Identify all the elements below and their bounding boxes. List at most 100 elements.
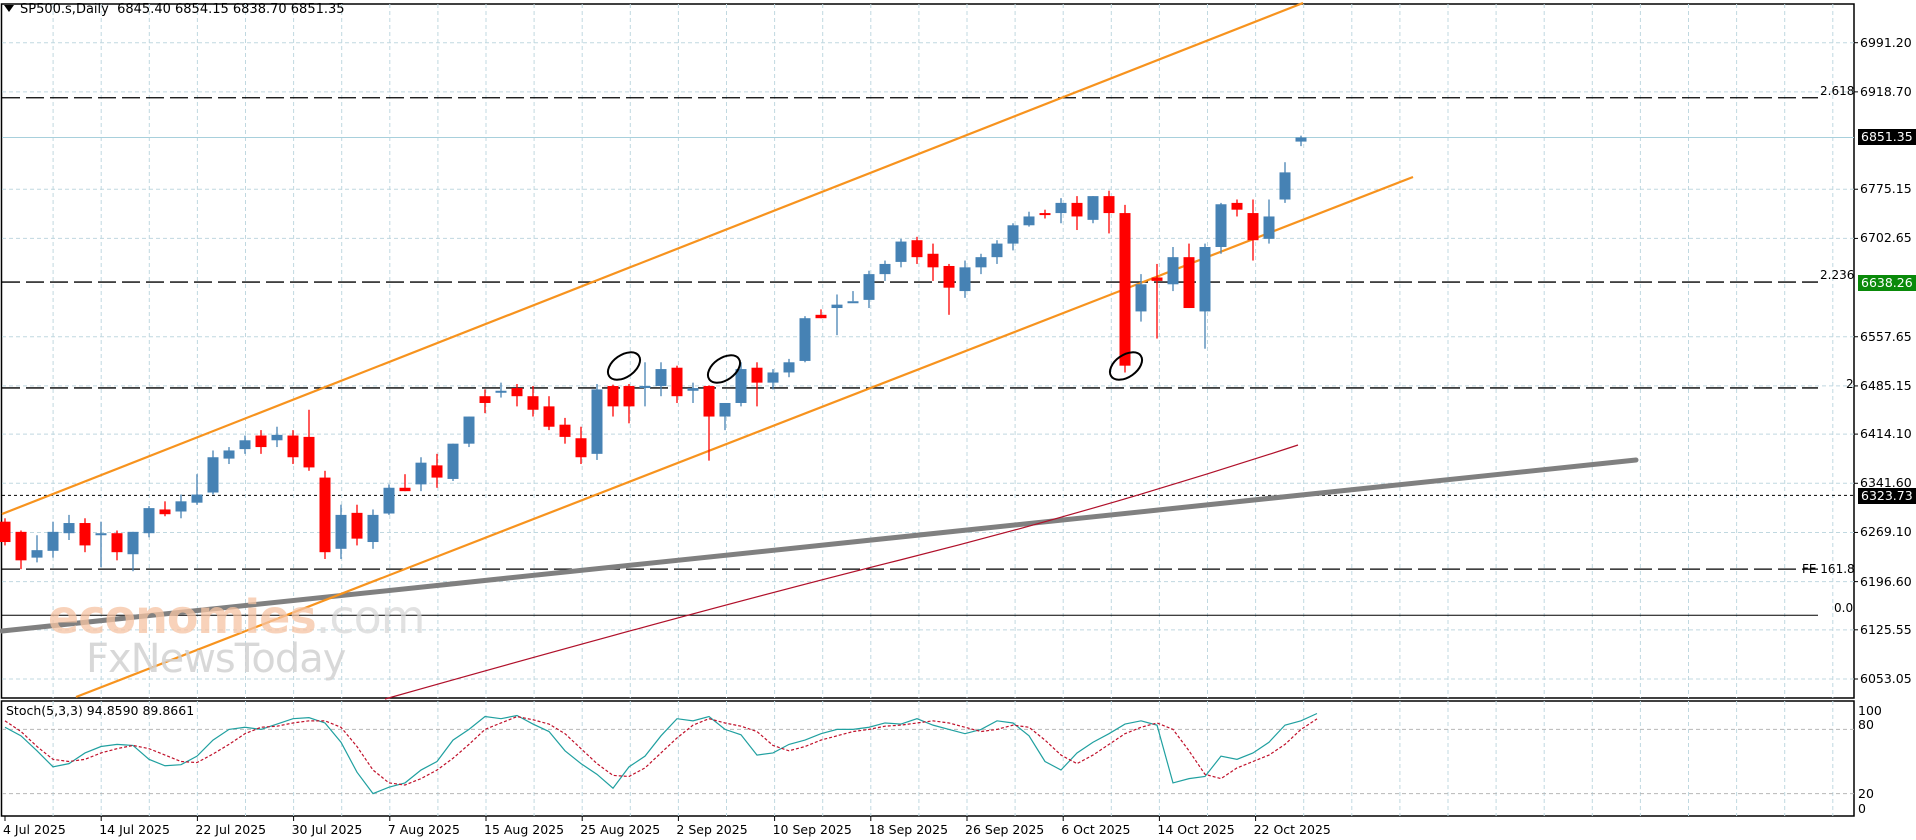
candle-body[interactable] (351, 512, 363, 539)
candle-body[interactable] (1023, 216, 1035, 226)
candle-body[interactable] (559, 424, 571, 437)
candle-body[interactable] (655, 369, 667, 387)
candle-body[interactable] (575, 438, 587, 458)
candle-body[interactable] (783, 362, 795, 373)
candle-body[interactable] (319, 477, 331, 553)
date-tick-label: 26 Sep 2025 (965, 822, 1045, 837)
candle-body[interactable] (223, 450, 235, 459)
candle-body[interactable] (911, 240, 923, 258)
candle-body[interactable] (159, 509, 171, 515)
candle-body[interactable] (495, 390, 507, 393)
stoch-main-line (4, 712, 1318, 795)
candle-body[interactable] (831, 304, 843, 309)
candle-body[interactable] (1263, 216, 1275, 239)
candle-body[interactable] (399, 487, 411, 492)
candle-body[interactable] (255, 435, 267, 448)
candle-body[interactable] (719, 402, 731, 417)
date-tick-label: 18 Sep 2025 (868, 822, 949, 837)
fib-level-2: 2 (1846, 377, 1854, 391)
candle-body[interactable] (79, 523, 91, 546)
candle-body[interactable] (1247, 213, 1259, 241)
candle-body[interactable] (687, 388, 699, 391)
fib-level-0: 0.0 (1834, 601, 1854, 615)
candle-body[interactable] (591, 389, 603, 454)
date-tick-label: 30 Jul 2025 (291, 822, 363, 837)
candle-body[interactable] (239, 440, 251, 450)
candle-body[interactable] (367, 514, 379, 543)
candle-body[interactable] (847, 301, 859, 304)
watermark-text-bold: economies (48, 590, 317, 644)
candle-body[interactable] (815, 314, 827, 319)
candle-body[interactable] (463, 416, 475, 444)
candle-body[interactable] (1199, 246, 1211, 312)
candle-body[interactable] (943, 265, 955, 288)
candle-body[interactable] (671, 367, 683, 397)
price-tick-label: 6414.10 (1860, 426, 1912, 442)
candle-body[interactable] (1295, 137, 1307, 142)
candle-body[interactable] (927, 253, 939, 268)
price-tick-label: 6991.20 (1860, 34, 1912, 50)
dropdown-triangle-icon[interactable] (4, 5, 14, 12)
candle-body[interactable] (959, 267, 971, 292)
candle-body[interactable] (95, 533, 107, 536)
chart-title: SP500.s,Daily 6845.40 6854.15 6838.70 68… (4, 2, 345, 17)
candle-body[interactable] (623, 386, 635, 407)
candle-body[interactable] (431, 465, 443, 478)
date-tick-label: 22 Oct 2025 (1253, 822, 1331, 837)
candle-body[interactable] (1039, 213, 1051, 216)
candle-body[interactable] (607, 386, 619, 407)
candle-body[interactable] (511, 388, 523, 397)
candle-body[interactable] (47, 531, 59, 551)
main-pane-border (0, 3, 1855, 699)
candle-body[interactable] (1055, 202, 1067, 214)
candle-body[interactable] (127, 531, 139, 555)
candle-body[interactable] (0, 521, 11, 543)
candle-body[interactable] (1119, 213, 1131, 366)
candle-body[interactable] (735, 369, 747, 403)
candle-body[interactable] (975, 257, 987, 268)
candle-body[interactable] (335, 514, 347, 549)
fib-level-2236: 2.236 (1820, 268, 1855, 282)
candle-body[interactable] (175, 501, 187, 512)
candle-body[interactable] (1215, 204, 1227, 247)
candle-body[interactable] (271, 434, 283, 441)
candle-body[interactable] (1103, 196, 1115, 214)
stoch-level-100: 100 (1858, 703, 1882, 718)
candle-body[interactable] (1231, 202, 1243, 210)
candle-body[interactable] (303, 436, 315, 468)
candle-body[interactable] (895, 241, 907, 262)
candle-body[interactable] (703, 386, 715, 417)
candle-body[interactable] (111, 533, 123, 553)
candle-body[interactable] (15, 531, 27, 561)
candle-body[interactable] (1087, 196, 1099, 220)
candle-body[interactable] (1183, 257, 1195, 309)
candle-body[interactable] (207, 457, 219, 493)
candle-body[interactable] (799, 318, 811, 361)
candle-body[interactable] (879, 263, 891, 275)
candle-body[interactable] (31, 550, 43, 558)
candle-body[interactable] (543, 406, 555, 427)
candle-body[interactable] (383, 487, 395, 514)
candle-body[interactable] (1151, 277, 1163, 281)
candle-body[interactable] (863, 274, 875, 300)
candle-body[interactable] (527, 396, 539, 410)
candle-body[interactable] (1135, 284, 1147, 312)
candle-body[interactable] (639, 386, 651, 389)
candle-body[interactable] (143, 508, 155, 534)
candle-body[interactable] (191, 494, 203, 503)
candle-body[interactable] (415, 462, 427, 485)
candle-body[interactable] (1279, 172, 1291, 200)
candle-body[interactable] (991, 243, 1003, 258)
candle-body[interactable] (479, 396, 491, 403)
candle-body[interactable] (1007, 225, 1019, 244)
candle-body[interactable] (1167, 257, 1179, 285)
stoch-level-20: 20 (1858, 786, 1874, 801)
candle-body[interactable] (287, 435, 299, 458)
candle-body[interactable] (63, 523, 75, 534)
candle-body[interactable] (447, 443, 459, 479)
candle-body[interactable] (751, 367, 763, 383)
candle-body[interactable] (1071, 202, 1083, 217)
candle-body[interactable] (767, 372, 779, 383)
stoch-level-0: 0 (1858, 801, 1866, 816)
